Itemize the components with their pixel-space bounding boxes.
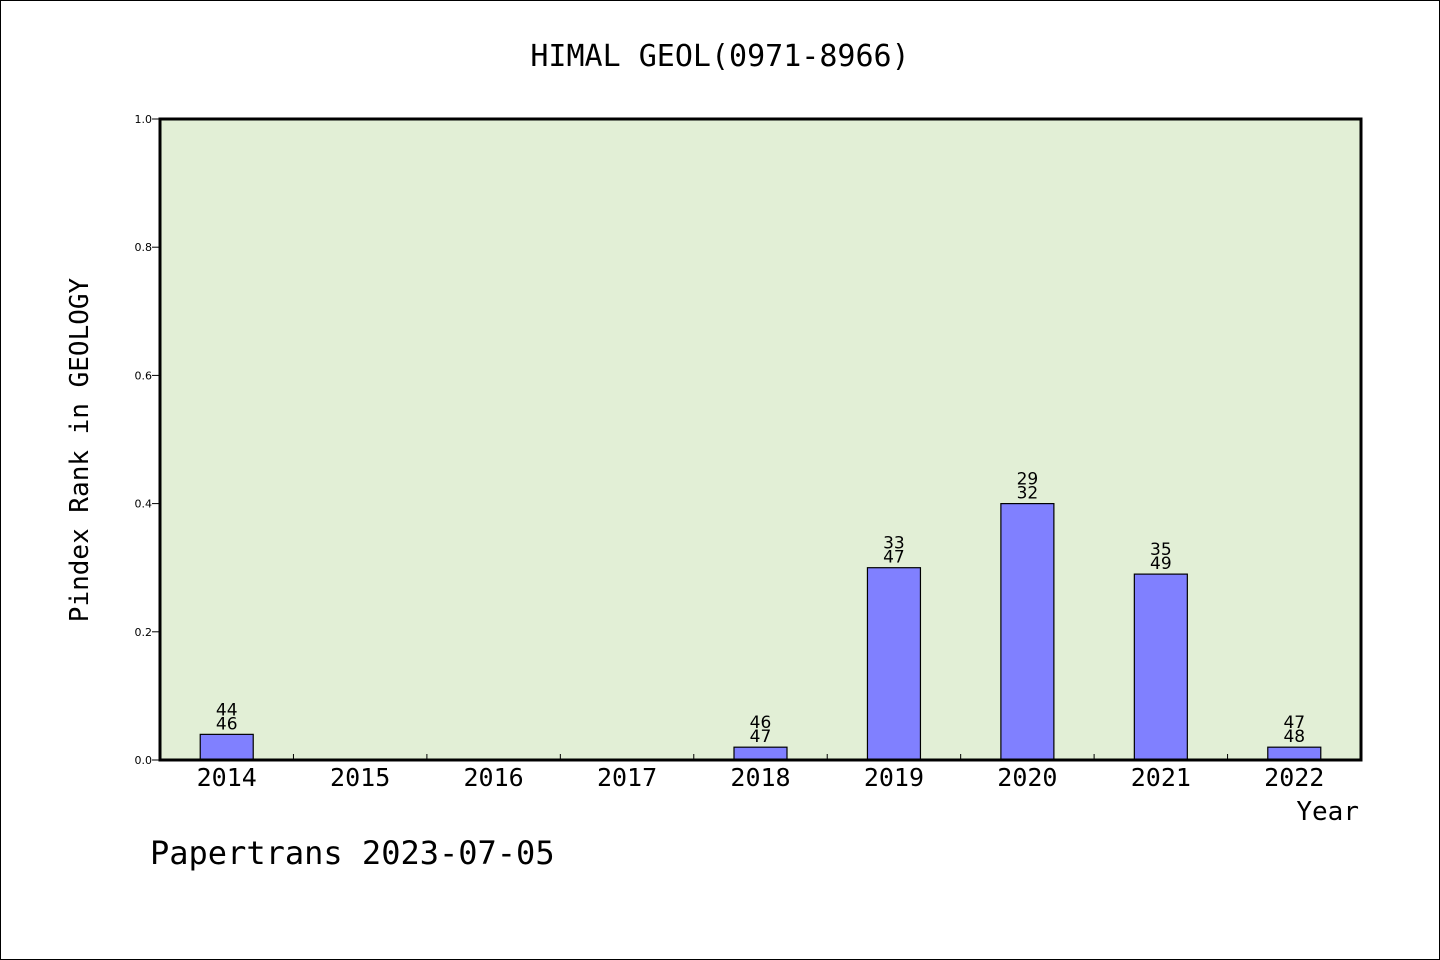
bars-layer	[199, 503, 1322, 761]
y-tick-label: 0.2	[135, 626, 153, 639]
bar-label-top: 46	[750, 713, 772, 733]
bar-label-top: 35	[1150, 540, 1172, 560]
bar-label-top: 33	[883, 534, 905, 554]
bar-2022	[1267, 746, 1322, 761]
bar-label-bottom: 47	[750, 727, 772, 747]
y-tick-label: 0.6	[135, 369, 153, 382]
bar-label-top: 44	[216, 700, 238, 720]
bar-2020	[1000, 503, 1055, 761]
x-tick-label: 2022	[1264, 763, 1324, 792]
bar-label-bottom: 49	[1150, 554, 1172, 574]
x-tick-label: 2020	[997, 763, 1057, 792]
x-tick-label: 2014	[197, 763, 257, 792]
x-tick-label: 2021	[1131, 763, 1191, 792]
x-tick-label: 2017	[597, 763, 657, 792]
footer-text: Papertrans 2023-07-05	[150, 834, 555, 872]
y-axis-label: Pindex Rank in GEOLOGY	[65, 277, 95, 622]
chart-title: HIMAL GEOL(0971-8966)	[530, 39, 909, 74]
axis-ticks-layer: 0.0 0.2 0.4 0.6 0.8 1.0 2014 2015 2016 2017 2018 20…	[135, 113, 1325, 792]
bar-2021	[1133, 573, 1188, 761]
bar-label-bottom: 47	[883, 548, 905, 568]
plot-border	[158, 117, 1363, 762]
bar-label-top: 29	[1017, 470, 1039, 490]
bar-2014	[199, 733, 254, 761]
bar-label-bottom: 32	[1017, 484, 1039, 504]
y-tick-label: 0.4	[135, 498, 153, 511]
y-tick-label: 0.8	[135, 241, 153, 254]
bar-2018	[733, 746, 788, 761]
y-tick-label: 0.0	[135, 754, 153, 767]
x-axis-label: Year	[1296, 797, 1359, 827]
y-tick-label: 1.0	[135, 113, 153, 126]
x-tick-label: 2018	[730, 763, 790, 792]
bar-2019	[866, 567, 922, 761]
bar-label-top: 47	[1283, 713, 1305, 733]
x-tick-label: 2016	[464, 763, 524, 792]
x-tick-label: 2015	[330, 763, 390, 792]
bar-label-bottom: 46	[216, 714, 238, 734]
x-tick-label: 2019	[864, 763, 924, 792]
bar-label-bottom: 48	[1283, 727, 1305, 747]
